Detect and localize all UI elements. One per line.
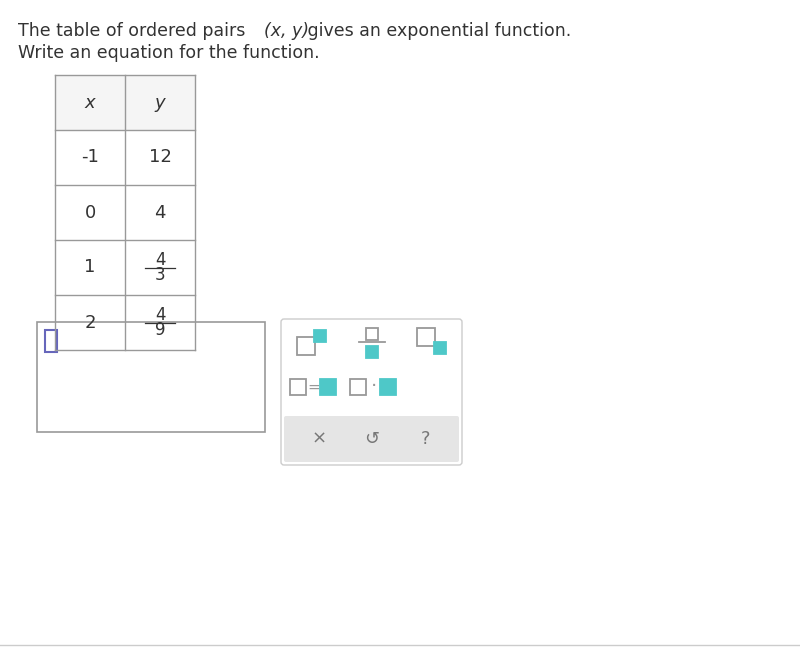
- Text: y: y: [154, 93, 166, 112]
- Text: 1: 1: [84, 259, 96, 276]
- Bar: [314, 330, 326, 342]
- Text: Write an equation for the function.: Write an equation for the function.: [18, 44, 320, 62]
- Text: 9: 9: [154, 321, 166, 339]
- Text: 4: 4: [154, 204, 166, 221]
- Bar: [55, 75, 195, 130]
- Bar: [380, 379, 396, 395]
- Bar: [350, 379, 366, 395]
- Text: ↺: ↺: [365, 430, 379, 448]
- Bar: [37, 322, 265, 432]
- Text: 4: 4: [154, 251, 166, 269]
- Bar: [320, 379, 336, 395]
- Text: ·: ·: [371, 377, 377, 396]
- Text: gives an exponential function.: gives an exponential function.: [302, 22, 571, 40]
- Text: ?: ?: [422, 430, 430, 448]
- Text: =: =: [308, 379, 320, 394]
- Text: 0: 0: [84, 204, 96, 221]
- Bar: [417, 328, 435, 346]
- Bar: [366, 346, 378, 358]
- Text: 3: 3: [154, 266, 166, 283]
- Text: (x, y): (x, y): [264, 22, 309, 40]
- Text: x: x: [85, 93, 95, 112]
- FancyBboxPatch shape: [281, 319, 462, 465]
- Bar: [366, 328, 378, 340]
- Text: The table of ordered pairs: The table of ordered pairs: [18, 22, 251, 40]
- Bar: [434, 342, 446, 354]
- Text: 12: 12: [149, 148, 171, 167]
- Bar: [45, 330, 57, 352]
- Text: -1: -1: [81, 148, 99, 167]
- Bar: [290, 379, 306, 395]
- FancyBboxPatch shape: [284, 416, 459, 462]
- Text: ×: ×: [311, 430, 326, 448]
- Bar: [297, 337, 315, 355]
- Text: 2: 2: [84, 313, 96, 332]
- Text: 4: 4: [154, 306, 166, 325]
